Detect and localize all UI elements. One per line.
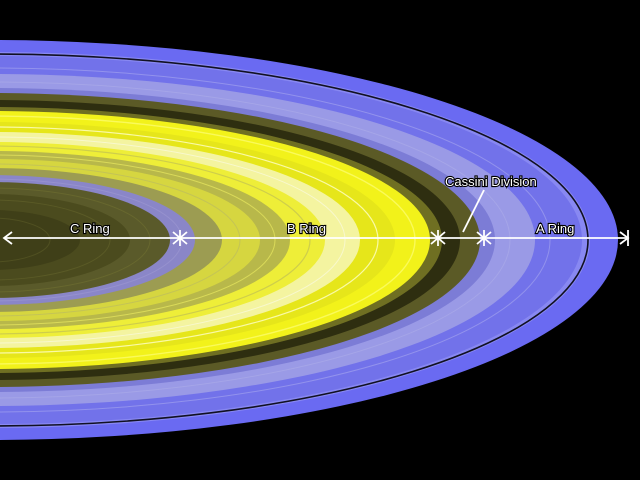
c-ring-inner-band [0, 210, 80, 270]
cassini-division-label: Cassini Division [445, 174, 537, 189]
b-ring-label: B Ring [287, 221, 326, 236]
c-ring-label: C Ring [70, 221, 110, 236]
encke-gap [0, 53, 589, 427]
cassini-leader-line [462, 189, 485, 233]
a-ring-label: A Ring [536, 221, 574, 236]
ring-bands [0, 40, 618, 440]
arrowhead-left-end [2, 231, 13, 245]
ring-measurement-line [2, 189, 630, 246]
